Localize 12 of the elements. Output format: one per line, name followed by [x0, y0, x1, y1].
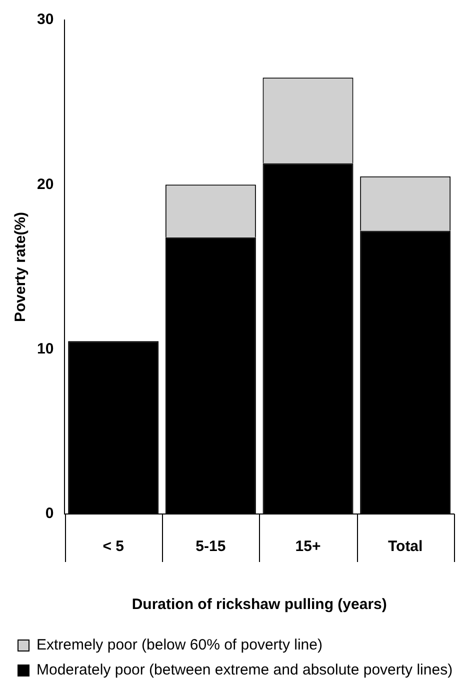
- x-axis-title: Duration of rickshaw pulling (years): [132, 596, 387, 614]
- y-tick-label: 20: [36, 176, 54, 193]
- y-tick-label: 30: [36, 11, 54, 28]
- x-tick-label: < 5: [102, 538, 124, 556]
- legend-label: Extremely poor (below 60% of poverty line): [36, 636, 322, 654]
- y-tick-label: 0: [45, 505, 54, 522]
- x-tick-label: 15+: [295, 538, 321, 556]
- x-tick-label: Total: [388, 538, 423, 556]
- x-tick-label: 5-15: [196, 538, 226, 556]
- y-tick-label: 10: [36, 340, 54, 358]
- legend-label: Moderately poor (between extreme and absolute poverty lines): [36, 662, 453, 679]
- y-axis-title: Poverty rate(%): [12, 212, 30, 322]
